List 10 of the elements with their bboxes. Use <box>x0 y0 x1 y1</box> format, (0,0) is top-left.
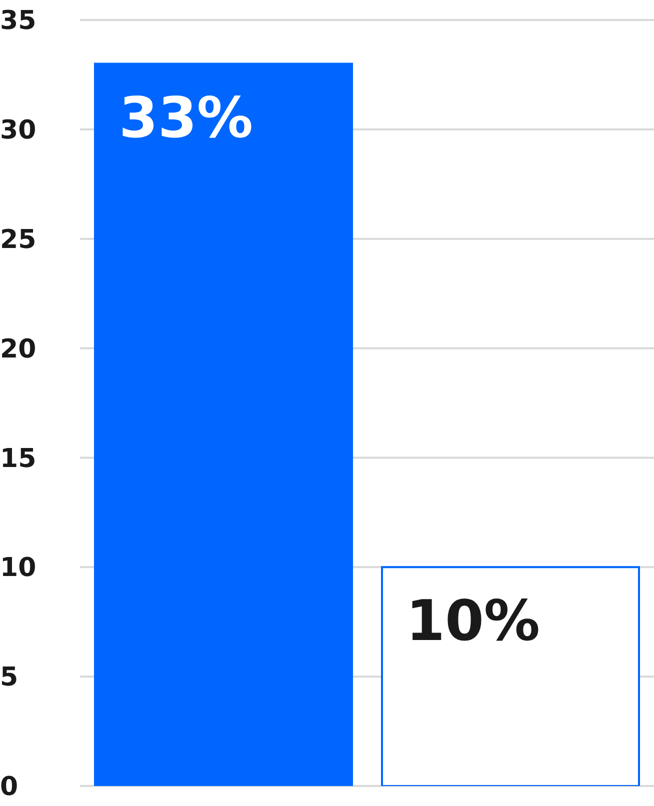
y-tick-label: 25 <box>0 224 36 255</box>
y-tick-label: 20 <box>0 334 36 364</box>
data-label: 10% <box>406 589 540 654</box>
y-tick-label: 0 <box>0 772 18 802</box>
data-label: 33% <box>119 86 254 151</box>
y-tick-label: 35 <box>0 6 36 36</box>
y-tick-label: 5 <box>0 662 18 693</box>
y-tick-label: 30 <box>0 116 36 146</box>
y-tick-label: 10 <box>0 553 36 584</box>
y-tick-label: 15 <box>0 444 36 474</box>
